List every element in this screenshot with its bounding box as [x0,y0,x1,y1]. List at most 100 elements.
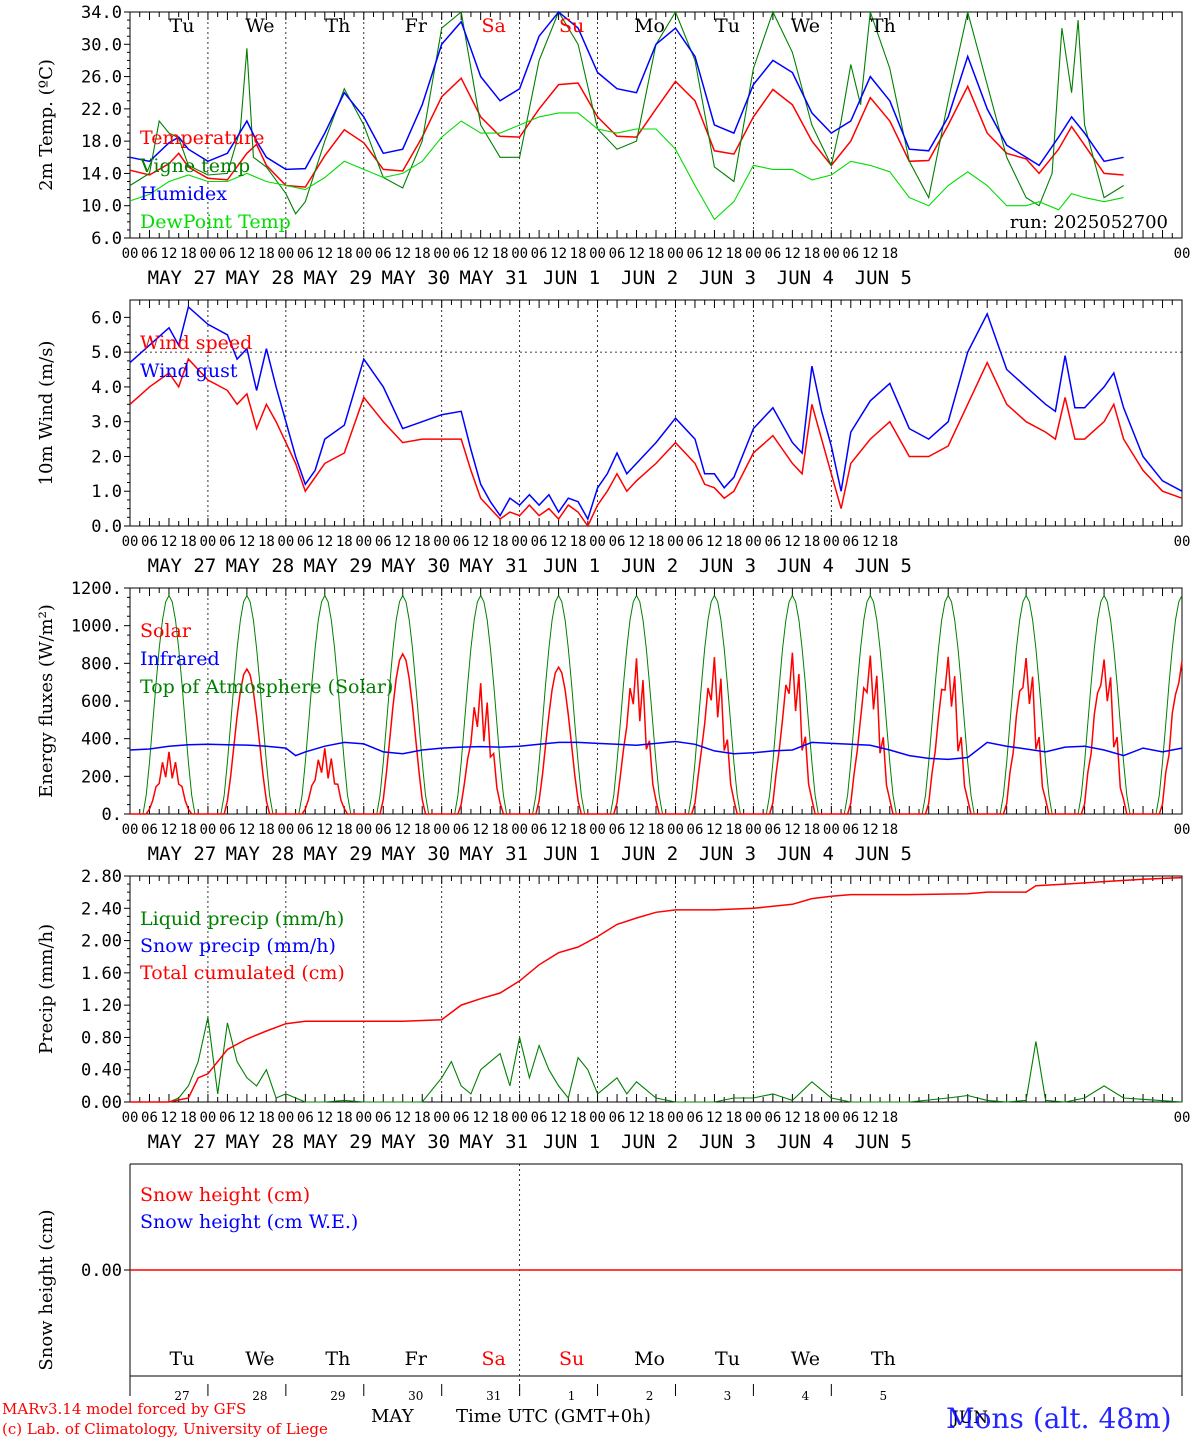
hour-tick-label: 12 [784,1110,801,1126]
hour-tick-label: 12 [628,822,645,838]
y-axis-label: Snow height (cm) [36,1209,57,1370]
date-label: JUN 1 [543,267,600,289]
hour-tick-label: 18 [725,1110,742,1126]
y-axis-label: 10m Wind (m/s) [36,341,57,486]
date-label: JUN 2 [621,1131,678,1153]
hour-tick-label: 12 [784,534,801,550]
hour-tick-label: 00 [823,822,840,838]
date-label: MAY 31 [459,555,528,577]
y-tick-label: 26.0 [81,68,122,88]
hour-tick-label: 00 [823,246,840,262]
hour-tick-label: 06 [842,1110,859,1126]
hour-tick-label: 18 [258,822,275,838]
date-label: JUN 1 [543,555,600,577]
date-label: JUN 3 [699,267,756,289]
hour-tick-label: 12 [394,534,411,550]
y-tick-label: 600. [81,692,122,712]
hour-tick-label: 12 [550,822,567,838]
hour-tick-label: 12 [862,246,879,262]
weekday-label-top: Th [871,15,896,37]
y-axis-label: Precip (mm/h) [36,924,57,1054]
y-tick-label: 10.0 [81,197,122,217]
hour-tick-label: 12 [394,1110,411,1126]
hour-tick-label: 18 [881,1110,898,1126]
hour-tick-label: 06 [842,822,859,838]
hour-tick-label: 06 [219,246,236,262]
y-tick-label: 400. [81,730,122,750]
hour-tick-label: 06 [764,1110,781,1126]
y-tick-label: 22.0 [81,100,122,120]
legend-item: Humidex [140,183,227,205]
hour-tick-label: 06 [687,534,704,550]
weekday-label-top: Tu [715,15,740,37]
weekday-label-top: Mo [634,15,665,37]
y-tick-label: 2.80 [81,867,122,887]
y-tick-label: 2.0 [91,447,122,467]
hour-tick-label: 06 [531,534,548,550]
hour-tick-label: 06 [531,822,548,838]
weekday-label-top: We [791,15,820,37]
hour-tick-label: 06 [375,1110,392,1126]
hour-tick-label: 18 [492,534,509,550]
date-label: JUN 4 [777,843,834,865]
hour-tick-label: 00 [355,822,372,838]
hour-tick-label: 12 [316,822,333,838]
series-line-vigne-temp [129,10,1124,215]
hour-tick-label: 00 [589,246,606,262]
series-line-infrared [129,740,1183,761]
y-tick-label: 1.20 [81,996,122,1016]
hour-tick-label: 00 [745,534,762,550]
date-label: JUN 4 [777,267,834,289]
y-tick-label: 0.80 [81,1028,122,1048]
hour-tick-label: 00 [355,246,372,262]
hour-tick-label: 00 [199,1110,216,1126]
hour-tick-label: 00 [122,246,139,262]
date-label: MAY 28 [226,1131,295,1153]
y-tick-label: 6.0 [91,308,122,328]
date-label: MAY 30 [381,843,450,865]
date-label: JUN 5 [855,555,912,577]
hour-tick-label: 06 [375,822,392,838]
hour-tick-label: 18 [570,822,587,838]
hour-tick-label: 12 [706,246,723,262]
date-label: JUN 1 [543,1131,600,1153]
station-label: Mons (alt. 48m) [946,1402,1172,1435]
weekday-label-bottom: Su [559,1348,584,1370]
y-tick-label: 0.0 [91,517,122,537]
hour-tick-label: 18 [570,534,587,550]
legend-item: Top of Atmosphere (Solar) [140,676,393,698]
hour-tick-label: 18 [336,534,353,550]
weekday-label-bottom: Tu [715,1348,740,1370]
y-tick-label: 800. [81,654,122,674]
hour-tick-label: 06 [609,534,626,550]
panel-frame [129,587,1183,815]
weekday-label-top: Tu [170,15,195,37]
date-label: MAY 28 [226,843,295,865]
hour-tick-label: 06 [687,822,704,838]
run-label: run: 2025052700 [1010,212,1168,233]
date-label: MAY 27 [148,1131,217,1153]
hour-tick-label: 18 [881,822,898,838]
hour-tick-label: 06 [375,246,392,262]
series-line-total-cumulated-cm- [130,876,1183,1103]
hour-tick-label: 00 [589,822,606,838]
hour-tick-label: 18 [180,822,197,838]
hour-tick-label: 18 [803,246,820,262]
hour-tick-label: 06 [141,246,158,262]
date-label: MAY 27 [148,555,217,577]
panel-frame [129,299,1183,527]
hour-tick-label: 12 [472,1110,489,1126]
hour-tick-label: 06 [764,246,781,262]
hour-tick-label: 00 [589,1110,606,1126]
y-tick-label: 5.0 [91,343,122,363]
hour-tick-label: 12 [238,1110,255,1126]
day-number-label: 29 [330,1389,345,1403]
hour-tick-label: 00 [667,534,684,550]
weekday-label-top: Sa [482,15,506,37]
legend-item: Snow height (cm W.E.) [140,1211,358,1233]
hour-tick-label: 12 [784,246,801,262]
hour-tick-label: 00 [277,534,294,550]
y-tick-label: 2.40 [81,899,122,919]
